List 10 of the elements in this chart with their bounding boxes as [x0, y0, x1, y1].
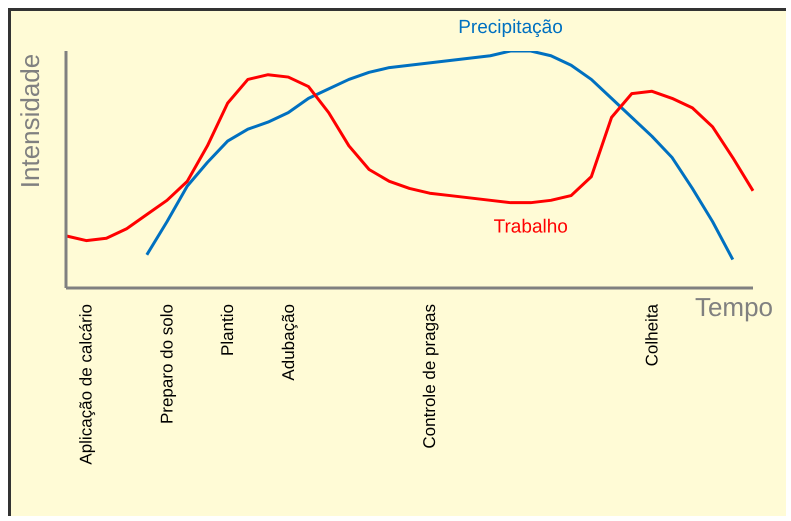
x-tick-label: Controle de pragas: [420, 304, 440, 449]
x-tick-label: Aplicação de calcário: [76, 304, 96, 465]
y-axis-title: Intensidade: [15, 54, 45, 188]
x-tick-label: Plantio: [218, 304, 238, 356]
x-tick-label: Adubação: [278, 304, 298, 381]
x-tick-label: Colheita: [642, 303, 662, 366]
series-label: Trabalho: [494, 216, 568, 238]
x-axis-title: Tempo: [694, 292, 773, 322]
series-label: Precipitação: [458, 17, 563, 38]
x-tick-label: Preparo do solo: [158, 304, 177, 424]
